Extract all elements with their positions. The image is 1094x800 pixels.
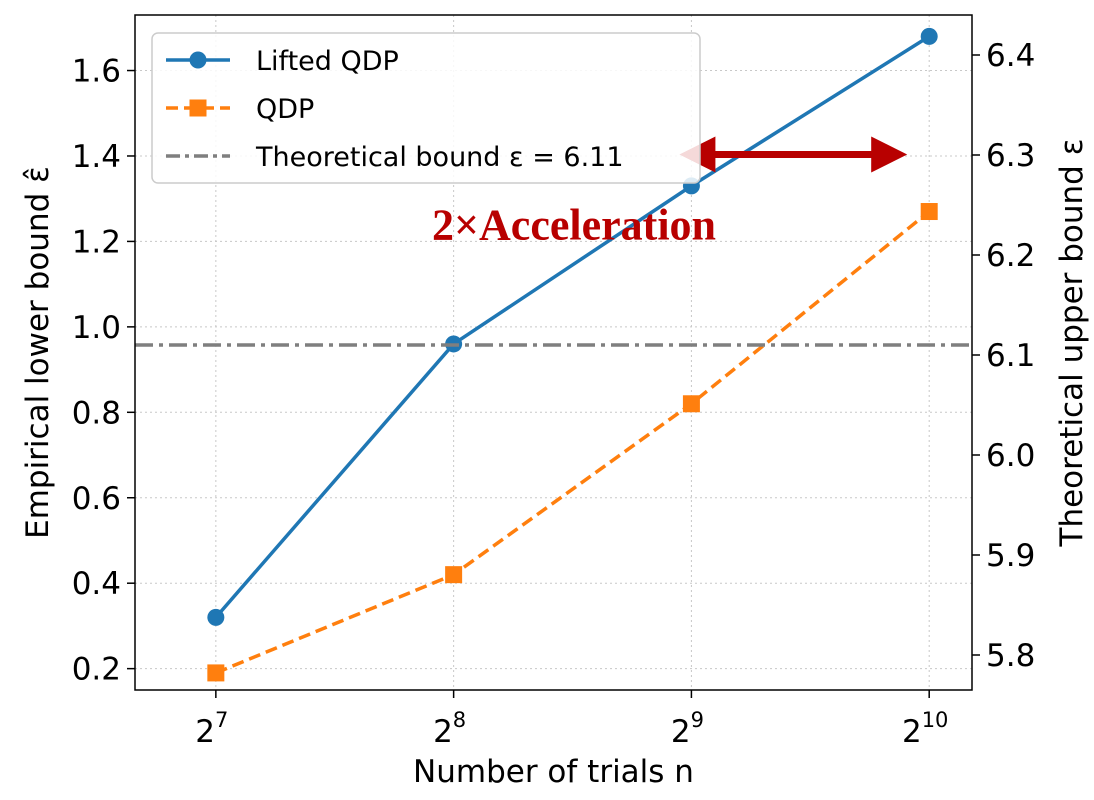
legend-box bbox=[151, 32, 701, 184]
legend: Lifted QDP QDP Theoretical bound ε = 6.11 bbox=[151, 32, 701, 184]
acceleration-label: 2×Acceleration bbox=[432, 201, 716, 250]
legend-swatch-marker bbox=[189, 51, 207, 69]
legend-entry-label: Theoretical bound ε = 6.11 bbox=[255, 142, 624, 173]
y-tick-label-right: 6.4 bbox=[986, 38, 1035, 74]
y-tick-label-right: 5.9 bbox=[986, 538, 1035, 574]
y-tick-label-left: 0.2 bbox=[72, 652, 121, 688]
lifted-qdp-line bbox=[214, 34, 931, 619]
y-tick-label-left: 1.2 bbox=[72, 224, 121, 260]
y-tick-label-left: 1.4 bbox=[72, 139, 121, 175]
y-tick-label-left: 0.8 bbox=[72, 395, 121, 431]
plot-frame bbox=[134, 14, 973, 691]
axes-layer: 27 28 29 210 0.2 0.4 0.6 0.8 1.0 1.2 1.4 1.6 5.8 5.9 6… bbox=[72, 38, 1036, 750]
y-tick-label-right: 6.2 bbox=[986, 238, 1035, 274]
qdp-marker bbox=[920, 203, 938, 221]
y-tick-label-left: 1.0 bbox=[72, 310, 121, 346]
acceleration-arrow-head-right bbox=[871, 136, 908, 173]
x-tick-label: 28 bbox=[433, 708, 466, 750]
y-tick-label-right: 6.0 bbox=[986, 438, 1035, 474]
qdp-marker bbox=[682, 395, 700, 413]
lifted-qdp-marker bbox=[920, 27, 938, 45]
x-tick-label: 27 bbox=[195, 708, 228, 750]
x-tick-label: 29 bbox=[671, 708, 704, 750]
y-tick-label-right: 6.1 bbox=[986, 338, 1035, 374]
x-tick-label: 210 bbox=[902, 708, 948, 750]
y-tick-label-left: 0.4 bbox=[72, 566, 121, 602]
y-tick-label-right: 6.3 bbox=[986, 138, 1035, 174]
y-axis-label-right: Theoretical upper bound ε bbox=[1054, 139, 1090, 548]
x-axis-label: Number of trials n bbox=[413, 754, 694, 790]
y-tick-label-right: 5.8 bbox=[986, 638, 1035, 674]
legend-entry-label: Lifted QDP bbox=[256, 46, 399, 77]
legend-swatch-marker bbox=[189, 99, 207, 117]
y-axis-label-left: Empirical lower bound ε̂ bbox=[20, 166, 56, 539]
y-tick-label-left: 0.6 bbox=[72, 481, 121, 517]
qdp-marker bbox=[207, 664, 225, 682]
legend-entry-label: QDP bbox=[256, 94, 314, 125]
qdp-marker bbox=[445, 566, 463, 584]
qdp-line bbox=[215, 210, 931, 675]
lifted-qdp-marker bbox=[207, 608, 225, 626]
y-tick-label-left: 1.6 bbox=[72, 54, 121, 90]
